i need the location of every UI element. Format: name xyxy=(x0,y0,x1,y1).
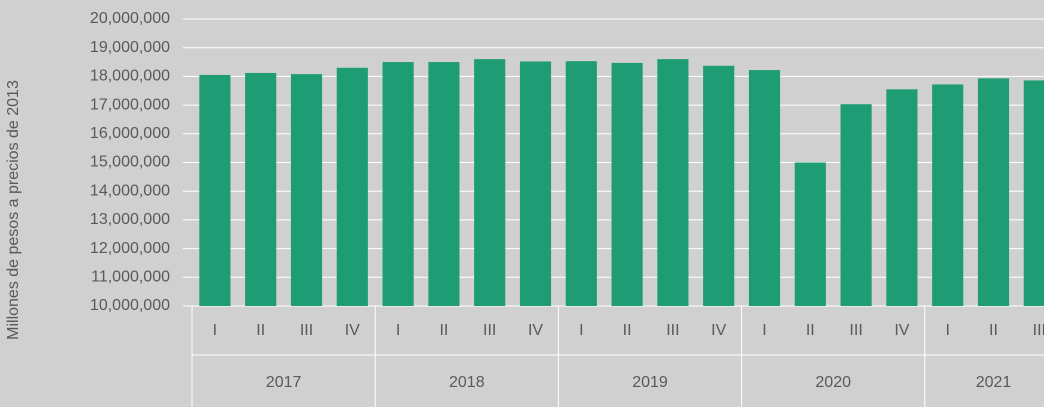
x-tick-label: I xyxy=(579,322,583,339)
bar xyxy=(199,74,231,306)
x-tick-label: II xyxy=(439,322,448,339)
x-group-label: 2018 xyxy=(449,374,485,391)
y-tick-label: 18,000,000 xyxy=(90,68,170,85)
y-tick-label: 17,000,000 xyxy=(90,96,170,113)
y-tick-label: 16,000,000 xyxy=(90,125,170,142)
x-tick-label: I xyxy=(945,322,949,339)
bar xyxy=(977,78,1010,306)
bar xyxy=(657,59,689,307)
bar xyxy=(1023,80,1044,306)
x-tick-label: IV xyxy=(345,322,360,339)
y-tick-label: 14,000,000 xyxy=(90,182,170,199)
x-group-label: 2017 xyxy=(266,374,302,391)
bar xyxy=(428,62,460,306)
bar xyxy=(565,61,597,307)
x-tick-label: III xyxy=(1033,322,1044,339)
bar xyxy=(290,74,323,306)
bar xyxy=(245,72,277,307)
bar xyxy=(519,61,552,307)
y-axis-label: Millones de pesos a precios de 2013 xyxy=(5,80,22,340)
bar xyxy=(932,84,964,306)
x-tick-label: III xyxy=(666,322,679,339)
x-tick-label: II xyxy=(806,322,815,339)
bar xyxy=(886,89,918,306)
bar xyxy=(703,65,735,306)
x-group-label: 2020 xyxy=(815,374,851,391)
y-tick-label: 11,000,000 xyxy=(91,269,170,286)
y-tick-label: 20,000,000 xyxy=(90,10,170,27)
x-tick-label: II xyxy=(989,322,998,339)
x-group-label: 2019 xyxy=(632,374,668,391)
y-tick-label: 13,000,000 xyxy=(90,211,170,228)
bar xyxy=(794,162,826,306)
x-tick-label: II xyxy=(256,322,265,339)
x-tick-label: IV xyxy=(894,322,909,339)
x-tick-label: IV xyxy=(528,322,543,339)
y-tick-label: 12,000,000 xyxy=(90,240,170,257)
bar xyxy=(382,62,414,306)
bar xyxy=(840,104,872,306)
bar xyxy=(474,59,506,307)
x-tick-label: II xyxy=(623,322,632,339)
bar xyxy=(336,67,368,306)
x-tick-label: I xyxy=(762,322,766,339)
y-tick-label: 15,000,000 xyxy=(90,154,170,171)
bar xyxy=(748,70,781,306)
bar xyxy=(611,62,643,307)
x-tick-label: III xyxy=(300,322,313,339)
x-tick-label: III xyxy=(849,322,862,339)
y-tick-label: 10,000,000 xyxy=(90,297,170,314)
x-tick-label: I xyxy=(396,322,400,339)
x-group-label: 2021 xyxy=(976,374,1012,391)
x-tick-label: III xyxy=(483,322,496,339)
x-tick-label: IV xyxy=(711,322,726,339)
y-tick-label: 19,000,000 xyxy=(90,39,170,56)
x-tick-label: I xyxy=(213,322,217,339)
